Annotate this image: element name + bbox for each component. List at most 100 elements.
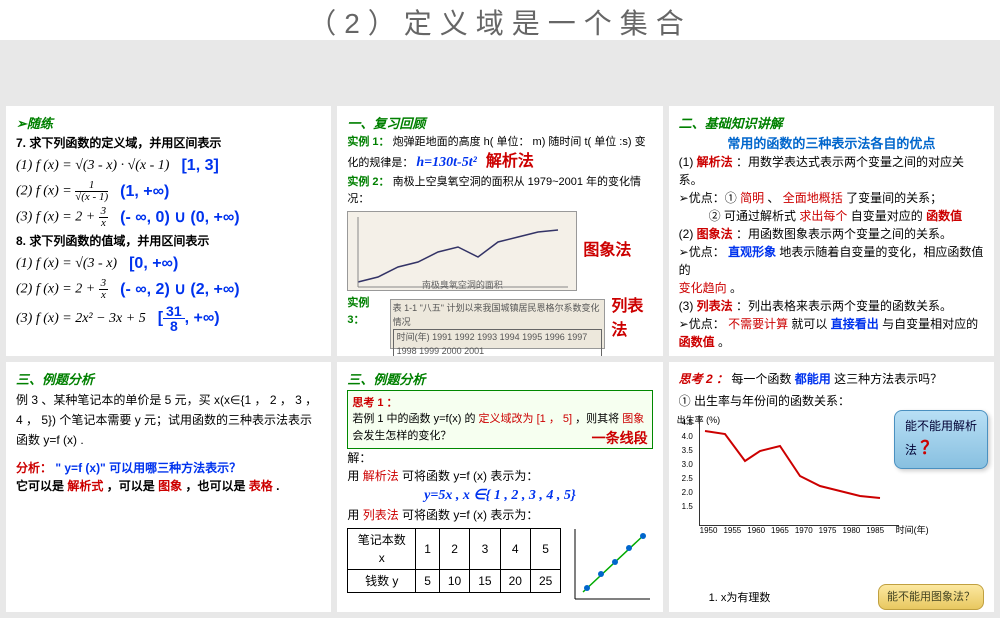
l2: 用 列表法 可将函数 y=f (x) 表示为： bbox=[347, 506, 652, 524]
bubble-analytic: 能不能用解析 法 ？ bbox=[894, 410, 988, 469]
q7-1-ans: [1, 3] bbox=[181, 154, 218, 178]
th-y: 钱数 y bbox=[348, 570, 416, 593]
bt1: 能不能用解析 bbox=[905, 419, 977, 433]
t: 。 bbox=[730, 281, 742, 295]
label: 思考 2 ： bbox=[679, 372, 728, 386]
yt: 2.5 bbox=[682, 472, 693, 486]
t1: 可通过解析式 bbox=[724, 209, 796, 223]
t: 用 bbox=[347, 469, 359, 483]
xlabel: 时间(年) bbox=[896, 524, 929, 538]
section-head: 三、例题分析 bbox=[347, 370, 652, 390]
ex2-text: 南极上空臭氧空洞的面积从 1979~2001 年的变化情况： bbox=[347, 176, 641, 205]
panel-think2: 思考 2 ： 每一个函数 都能用 这三种方法表示吗？ ① 出生率与年份间的函数关… bbox=[669, 362, 994, 612]
t2: 可将函数 y=f (x) 表示为： bbox=[402, 508, 538, 522]
k1: 简明 bbox=[740, 191, 764, 205]
item1: ① 出生率与年份间的函数关系： bbox=[679, 392, 984, 410]
q7-1: (1) f (x) = √(3 - x) · √(x - 1) bbox=[16, 155, 169, 176]
t2: 自变量对应的 bbox=[851, 209, 923, 223]
ex1-formula: h=130t-5t² bbox=[416, 155, 476, 170]
ans-line: 它可以是 解析式 ，可以是 图象 ，也可以是 表格 . bbox=[16, 477, 321, 495]
t2: ，则其将 bbox=[575, 413, 619, 425]
frac-n: 31 bbox=[163, 304, 185, 319]
section-head: 一、复习回顾 bbox=[347, 114, 652, 134]
k: 图象 bbox=[158, 479, 182, 493]
c: 20 bbox=[500, 570, 530, 593]
fenxi-q: " y=f (x)" 可以用哪三种方法表示？ bbox=[55, 461, 241, 475]
c: 5 bbox=[530, 529, 560, 570]
c: 3 bbox=[470, 529, 500, 570]
q8-1: (1) f (x) = √(3 - x) bbox=[16, 253, 117, 274]
yt: 4.5 bbox=[682, 416, 693, 430]
xticks: 19501955196019651970197519801985 bbox=[700, 525, 884, 537]
xt: 1950 bbox=[700, 525, 718, 537]
xt: 1985 bbox=[866, 525, 884, 537]
pre: ➢优点： bbox=[679, 317, 725, 331]
table-r1: 时间(年) 1991 1992 1993 1994 1995 1996 1997… bbox=[393, 330, 602, 357]
key: 列表法 bbox=[697, 299, 733, 313]
k: 定义域改为 [1 ， 5] bbox=[479, 413, 573, 425]
t3: 。 bbox=[718, 335, 730, 349]
page-title: （2）定义域是一个集合 bbox=[0, 0, 1000, 40]
t2: 这三种方法表示吗？ bbox=[834, 372, 942, 386]
frac-d: √(x - 1) bbox=[75, 192, 108, 203]
c: 2 bbox=[439, 529, 469, 570]
frac-d: x bbox=[99, 290, 109, 301]
panel-knowledge: 二、基础知识讲解 常用的函数的三种表示法各自的优点 (1) 解析法 ：用数学表达… bbox=[669, 106, 994, 356]
panel-example3: 三、例题分析 例 3 、某种笔记本的单价是 5 元，买 x(x∈{1 ， 2 ，… bbox=[6, 362, 331, 612]
c: 10 bbox=[439, 570, 469, 593]
frac-d: x bbox=[99, 218, 109, 229]
txt: ：用函数图象表示两个变量之间的关系。 bbox=[736, 227, 952, 241]
q7-2-pre: (2) f (x) = bbox=[16, 184, 72, 199]
line3: ② 可通过解析式 求出每个 自变量对应的 函数值 bbox=[679, 207, 984, 225]
line5b: 变化趋向 。 bbox=[679, 279, 984, 297]
line4: (2) 图象法 ：用函数图象表示两个变量之间的关系。 bbox=[679, 225, 984, 243]
key: 解析法 bbox=[697, 155, 733, 169]
t1: 若例 1 中的函数 y=f(x) 的 bbox=[352, 413, 475, 425]
line2: ➢优点：① 简明 、 全面地概括 了变量间的关系； bbox=[679, 189, 984, 207]
k2: 图象 bbox=[622, 413, 644, 425]
ex3-text: 例 3 、某种笔记本的单价是 5 元，买 x(x∈{1 ， 2 ， 3 ， 4 … bbox=[16, 390, 321, 451]
t3: 会发生怎样的变化？ bbox=[352, 430, 451, 442]
k2: 函数值 bbox=[926, 209, 962, 223]
section-head: 三、例题分析 bbox=[16, 370, 321, 390]
ex1-label: 实例 1： bbox=[347, 136, 389, 148]
xt: 1955 bbox=[723, 525, 741, 537]
slide-grid: ➢随练 7. 求下列函数的定义域，并用区间表示 (1) f (x) = √(3 … bbox=[0, 100, 1000, 618]
q7-3-pre: (3) f (x) = 2 + bbox=[16, 210, 95, 225]
formula: y=5x , x ∈{ 1 , 2 , 3 , 4 , 5} bbox=[347, 485, 652, 506]
q7-2: (2) f (x) = 1√(x - 1) bbox=[16, 180, 108, 203]
fenxi-label: 分析： bbox=[16, 461, 52, 475]
c: 4 bbox=[500, 529, 530, 570]
ozone-chart: 南极臭氧空洞的面积 bbox=[347, 211, 577, 291]
q8: 8. 求下列函数的值域，并用区间表示 bbox=[16, 232, 321, 250]
th-x: 笔记本数 x bbox=[348, 529, 416, 570]
tag-table: 列表法 bbox=[611, 295, 652, 343]
section-head: ➢随练 bbox=[16, 114, 321, 134]
yt: 4.0 bbox=[682, 430, 693, 444]
q7-2-ans: (1, +∞) bbox=[120, 180, 169, 204]
t1: 每一个函数 bbox=[731, 372, 791, 386]
ex3-label: 实例 3： bbox=[347, 295, 383, 328]
key: 图象法 bbox=[697, 227, 733, 241]
sep: 、 bbox=[767, 191, 779, 205]
notebook-table: 笔记本数 x 12345 钱数 y 510152025 bbox=[347, 528, 561, 593]
q7: 7. 求下列函数的定义域，并用区间表示 bbox=[16, 134, 321, 152]
table-title: 表 1-1 "八五" 计划以来我国城镇居民恩格尔系数变化情况 bbox=[393, 302, 603, 329]
item2: 1. x为有理数 bbox=[709, 590, 771, 607]
t1: 就可以 bbox=[791, 317, 827, 331]
t: . bbox=[276, 479, 279, 493]
bubble-graph: 能不能用图象法？ bbox=[878, 584, 984, 611]
k: 都能用 bbox=[795, 372, 831, 386]
idx: (3) bbox=[679, 299, 694, 313]
yt: 3.0 bbox=[682, 458, 693, 472]
tag-graph: 图象法 bbox=[583, 239, 631, 263]
q8-2-pre: (2) f (x) = 2 + bbox=[16, 282, 95, 297]
section-head: 二、基础知识讲解 bbox=[679, 114, 984, 134]
k: 求出每个 bbox=[799, 209, 847, 223]
k2: 全面地概括 bbox=[783, 191, 843, 205]
l1: 用 解析法 可将函数 y=f (x) 表示为： bbox=[347, 467, 652, 485]
t: ，也可以是 bbox=[185, 479, 245, 493]
yt: 1.5 bbox=[682, 500, 693, 514]
panel-exercise: ➢随练 7. 求下列函数的定义域，并用区间表示 (1) f (x) = √(3 … bbox=[6, 106, 331, 356]
q7-3: (3) f (x) = 2 + 3x bbox=[16, 206, 108, 229]
